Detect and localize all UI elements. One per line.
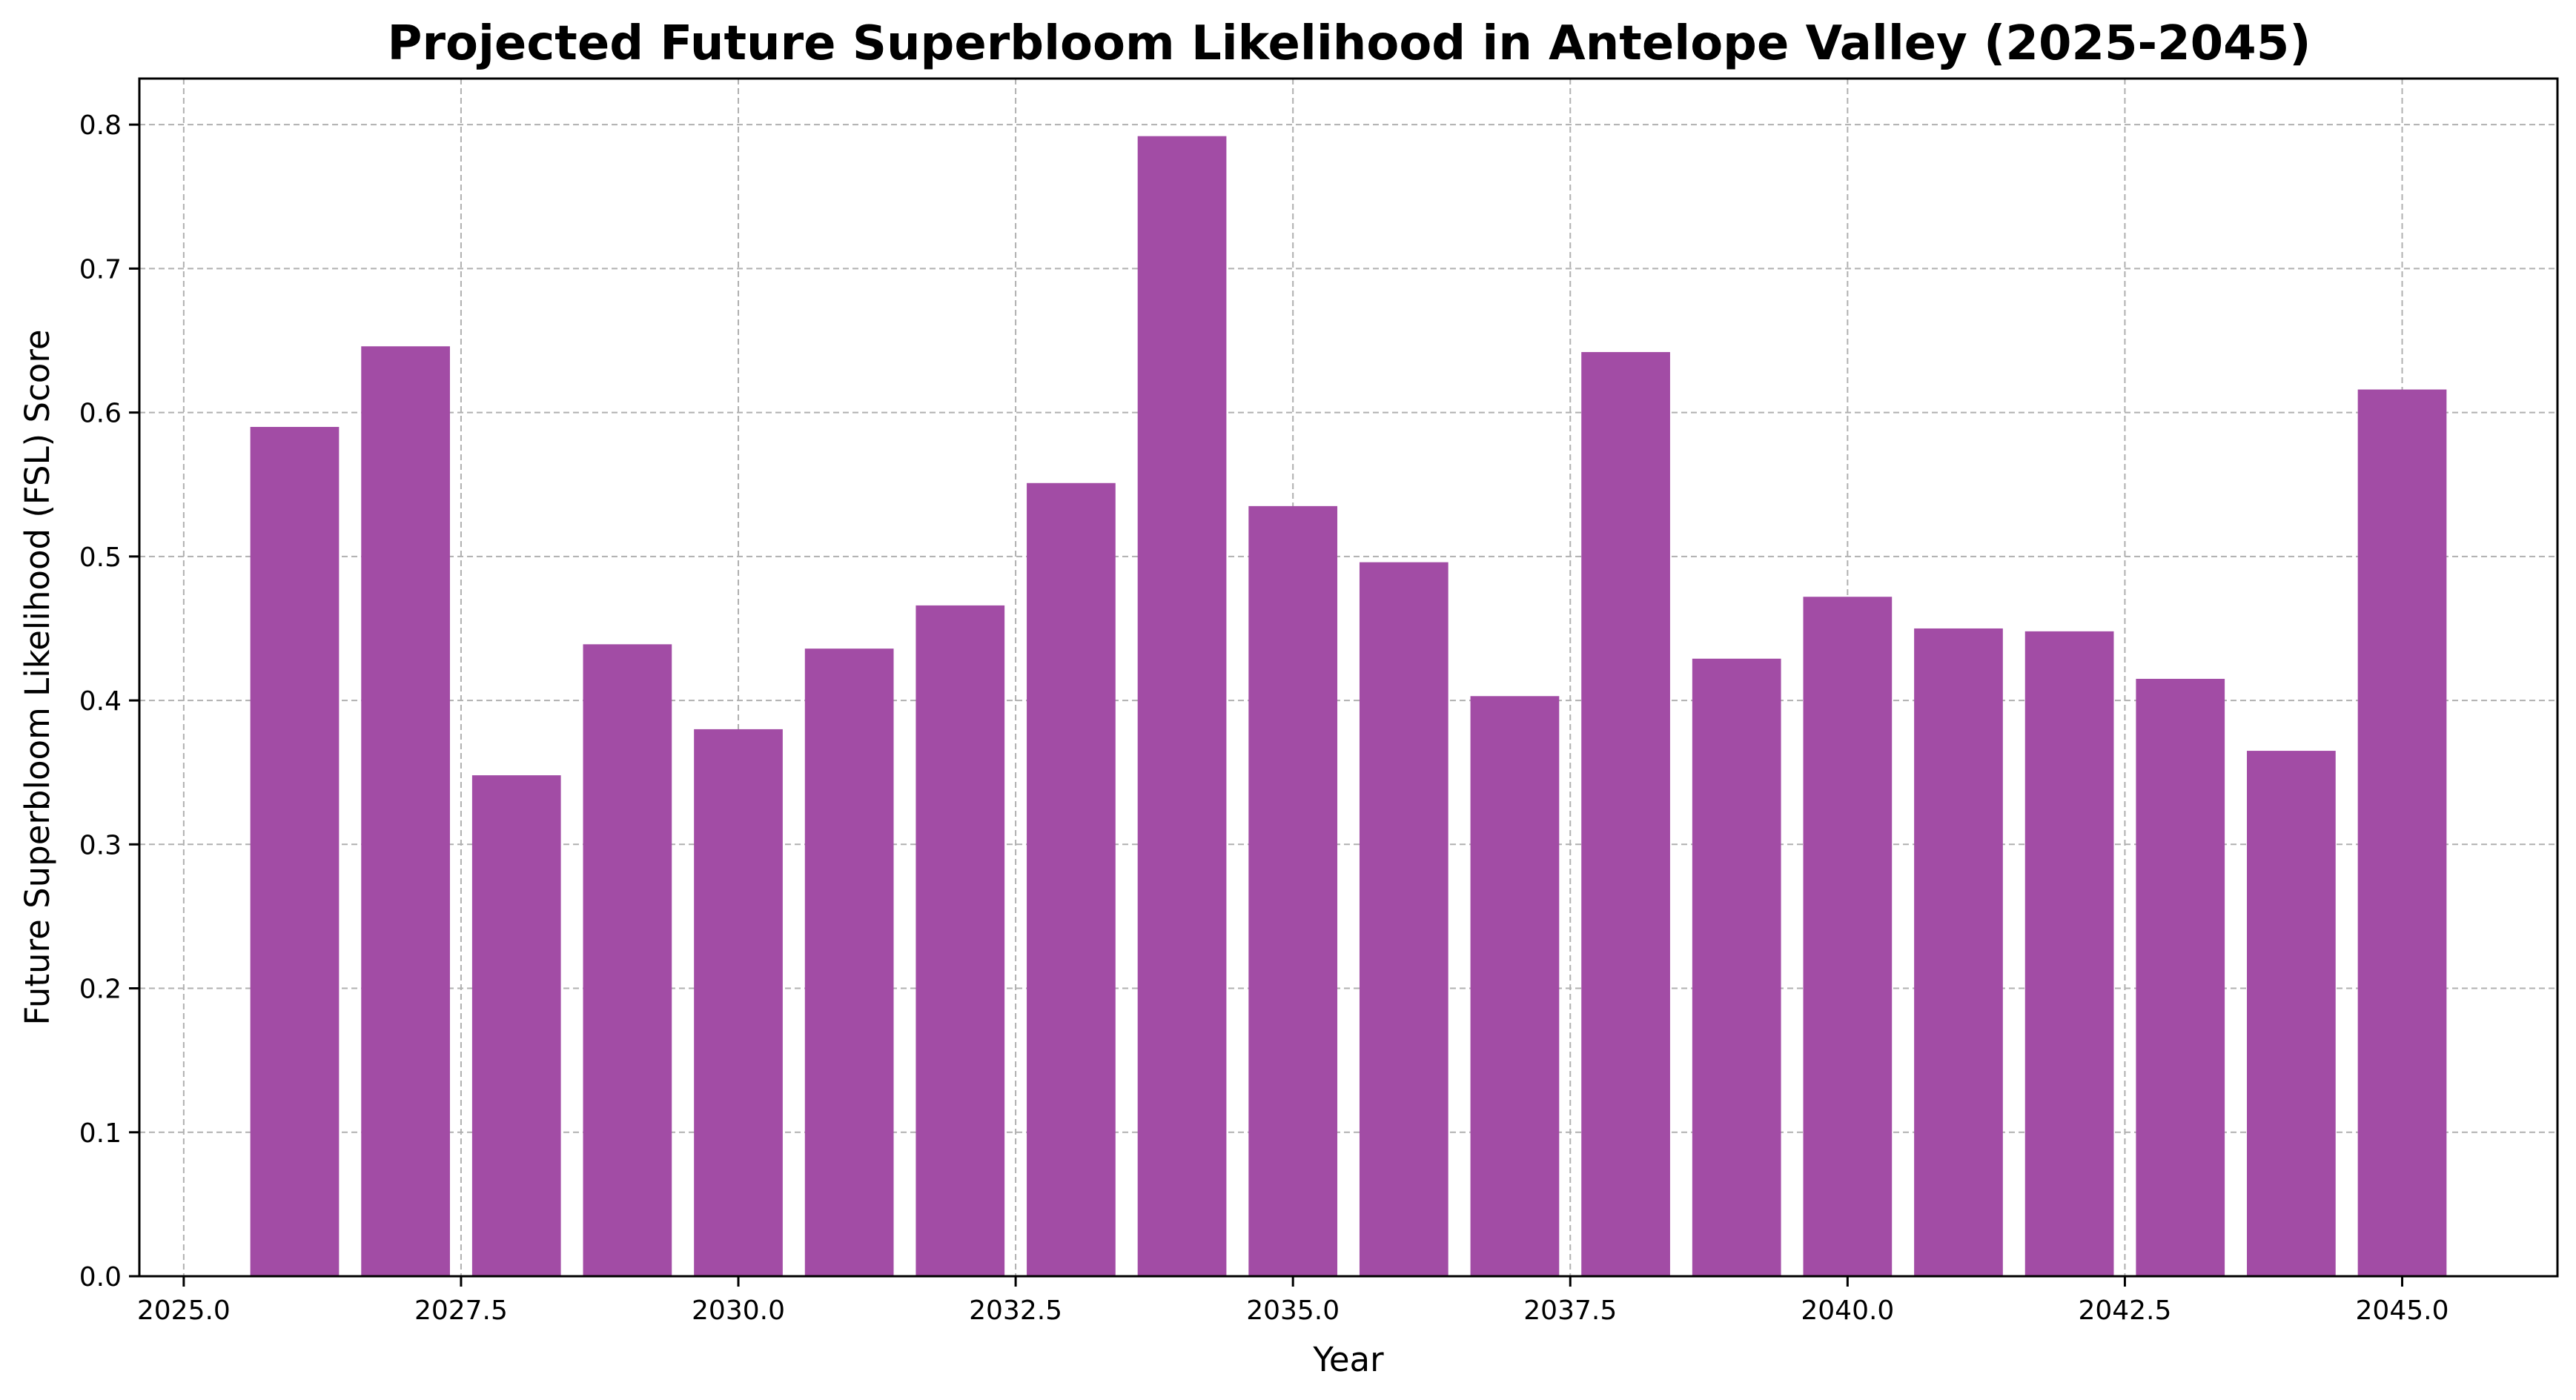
bar-2028 bbox=[471, 775, 561, 1276]
y-tick-label: 0.5 bbox=[79, 543, 122, 573]
bar-2043 bbox=[2136, 678, 2225, 1276]
y-tick-label: 0.8 bbox=[79, 110, 122, 141]
bar-2027 bbox=[361, 346, 450, 1276]
bar-2040 bbox=[1803, 597, 1893, 1276]
x-tick-label: 2037.5 bbox=[1523, 1296, 1617, 1326]
bar-2039 bbox=[1692, 658, 1781, 1276]
y-tick-label: 0.2 bbox=[79, 975, 122, 1005]
x-tick-label: 2030.0 bbox=[692, 1296, 785, 1326]
x-tick-label: 2045.0 bbox=[2356, 1296, 2449, 1326]
y-tick-label: 0.3 bbox=[79, 830, 122, 860]
y-axis-ticks: 0.0 0.1 0.2 0.3 0.4 0.5 0.6 0.7 0.8 bbox=[79, 110, 139, 1293]
y-axis-label: Future Superbloom Likelihood (FSL) Score bbox=[18, 329, 57, 1025]
bar-2044 bbox=[2247, 751, 2336, 1276]
bar-2035 bbox=[1248, 505, 1338, 1276]
y-tick-label: 0.6 bbox=[79, 399, 122, 429]
y-tick-label: 0.4 bbox=[79, 686, 122, 717]
bar-2037 bbox=[1470, 696, 1560, 1276]
x-tick-label: 2032.5 bbox=[969, 1296, 1062, 1326]
y-tick-label: 0.0 bbox=[79, 1262, 122, 1293]
bar-2042 bbox=[2024, 631, 2114, 1276]
y-tick-label: 0.1 bbox=[79, 1118, 122, 1149]
x-axis-label: Year bbox=[1312, 1340, 1384, 1379]
x-tick-label: 2042.5 bbox=[2078, 1296, 2171, 1326]
bar-2029 bbox=[583, 644, 672, 1276]
y-tick-label: 0.7 bbox=[79, 254, 122, 285]
x-tick-label: 2027.5 bbox=[414, 1296, 508, 1326]
chart-title: Projected Future Superbloom Likelihood i… bbox=[388, 16, 2311, 71]
bar-2030 bbox=[694, 729, 783, 1276]
x-tick-label: 2025.0 bbox=[137, 1296, 231, 1326]
plot-frame bbox=[138, 77, 2559, 1278]
bar-2038 bbox=[1581, 352, 1670, 1276]
bar-2032 bbox=[915, 605, 1005, 1276]
bar-2033 bbox=[1027, 482, 1116, 1276]
bar-2026 bbox=[250, 427, 340, 1276]
bar-2036 bbox=[1359, 562, 1448, 1276]
x-tick-label: 2040.0 bbox=[1801, 1296, 1894, 1326]
bar-2041 bbox=[1914, 628, 2003, 1276]
bar-2034 bbox=[1137, 136, 1227, 1277]
bar-2045 bbox=[2357, 389, 2447, 1276]
axes bbox=[138, 77, 2559, 1278]
bars bbox=[250, 136, 2447, 1277]
bar-2031 bbox=[804, 648, 894, 1276]
x-tick-label: 2035.0 bbox=[1246, 1296, 1340, 1326]
x-axis-ticks: 2025.0 2027.5 2030.0 2032.5 2035.0 2037.5 2040… bbox=[137, 1276, 2449, 1326]
